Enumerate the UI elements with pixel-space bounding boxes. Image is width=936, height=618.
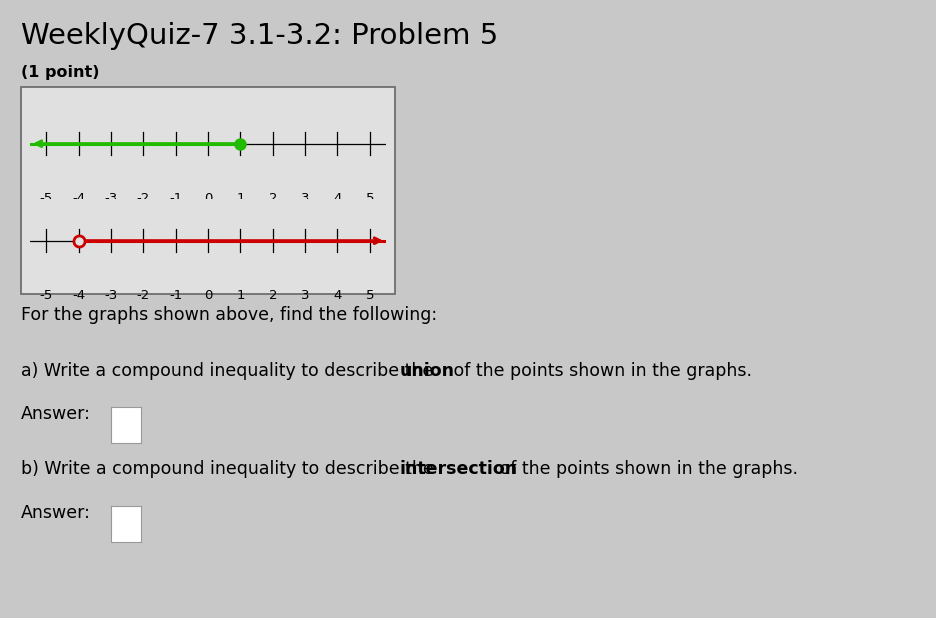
Text: of the points shown in the graphs.: of the points shown in the graphs.: [493, 460, 797, 478]
Text: intersection: intersection: [399, 460, 518, 478]
Text: of the points shown in the graphs.: of the points shown in the graphs.: [447, 362, 751, 379]
Text: b) Write a compound inequality to describe the: b) Write a compound inequality to descri…: [21, 460, 438, 478]
Text: Answer:: Answer:: [21, 405, 91, 423]
Text: For the graphs shown above, find the following:: For the graphs shown above, find the fol…: [21, 306, 436, 324]
Text: a) Write a compound inequality to describe the: a) Write a compound inequality to descri…: [21, 362, 438, 379]
Text: WeeklyQuiz-7 3.1-3.2: Problem 5: WeeklyQuiz-7 3.1-3.2: Problem 5: [21, 22, 497, 49]
Text: Answer:: Answer:: [21, 504, 91, 522]
Text: union: union: [399, 362, 454, 379]
Text: (1 point): (1 point): [21, 65, 99, 80]
